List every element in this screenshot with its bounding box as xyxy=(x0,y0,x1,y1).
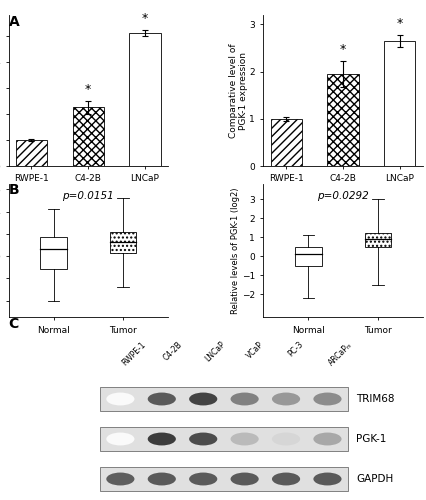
Text: B: B xyxy=(9,182,19,196)
Ellipse shape xyxy=(313,432,341,446)
Ellipse shape xyxy=(106,432,134,446)
Bar xyxy=(270,119,301,166)
Ellipse shape xyxy=(230,472,258,486)
Text: ARCaPₘ: ARCaPₘ xyxy=(327,340,354,367)
Bar xyxy=(40,237,66,270)
Text: *: * xyxy=(339,42,345,56)
Text: *: * xyxy=(141,12,148,25)
Text: GAPDH: GAPDH xyxy=(356,474,393,484)
Text: *: * xyxy=(85,82,91,96)
Text: PGK-1: PGK-1 xyxy=(356,434,386,444)
Ellipse shape xyxy=(189,392,217,406)
Ellipse shape xyxy=(313,392,341,406)
Ellipse shape xyxy=(147,472,176,486)
Ellipse shape xyxy=(189,432,217,446)
Bar xyxy=(364,234,390,246)
Ellipse shape xyxy=(271,472,299,486)
Bar xyxy=(129,33,160,166)
Ellipse shape xyxy=(189,472,217,486)
Bar xyxy=(99,466,347,491)
Bar xyxy=(99,426,347,452)
Text: C4-2B: C4-2B xyxy=(161,340,184,362)
Bar xyxy=(327,74,358,166)
Text: LNCaP: LNCaP xyxy=(203,340,227,363)
Text: A: A xyxy=(9,15,19,29)
Bar xyxy=(295,246,321,266)
Ellipse shape xyxy=(271,392,299,406)
Ellipse shape xyxy=(230,392,258,406)
Y-axis label: Comparative level of
PGK-1 expression: Comparative level of PGK-1 expression xyxy=(228,43,248,138)
Ellipse shape xyxy=(313,472,341,486)
Text: TRIM68: TRIM68 xyxy=(356,394,394,404)
Bar xyxy=(109,232,135,253)
Ellipse shape xyxy=(147,432,176,446)
Bar xyxy=(16,140,47,166)
Bar xyxy=(383,41,414,166)
Bar xyxy=(72,108,104,166)
Text: p=0.0292: p=0.0292 xyxy=(317,190,368,200)
Ellipse shape xyxy=(147,392,176,406)
Text: *: * xyxy=(396,17,402,30)
Bar xyxy=(99,386,347,411)
Text: PC-3: PC-3 xyxy=(285,340,304,358)
Y-axis label: Relative levels of PGK-1 (log2): Relative levels of PGK-1 (log2) xyxy=(231,188,240,314)
Ellipse shape xyxy=(230,432,258,446)
Text: VCaP: VCaP xyxy=(244,340,265,360)
Text: p=0.0151: p=0.0151 xyxy=(62,190,114,200)
Text: C: C xyxy=(9,318,19,332)
Text: RWPE-1: RWPE-1 xyxy=(120,340,147,367)
Ellipse shape xyxy=(106,472,134,486)
Ellipse shape xyxy=(106,392,134,406)
Ellipse shape xyxy=(271,432,299,446)
